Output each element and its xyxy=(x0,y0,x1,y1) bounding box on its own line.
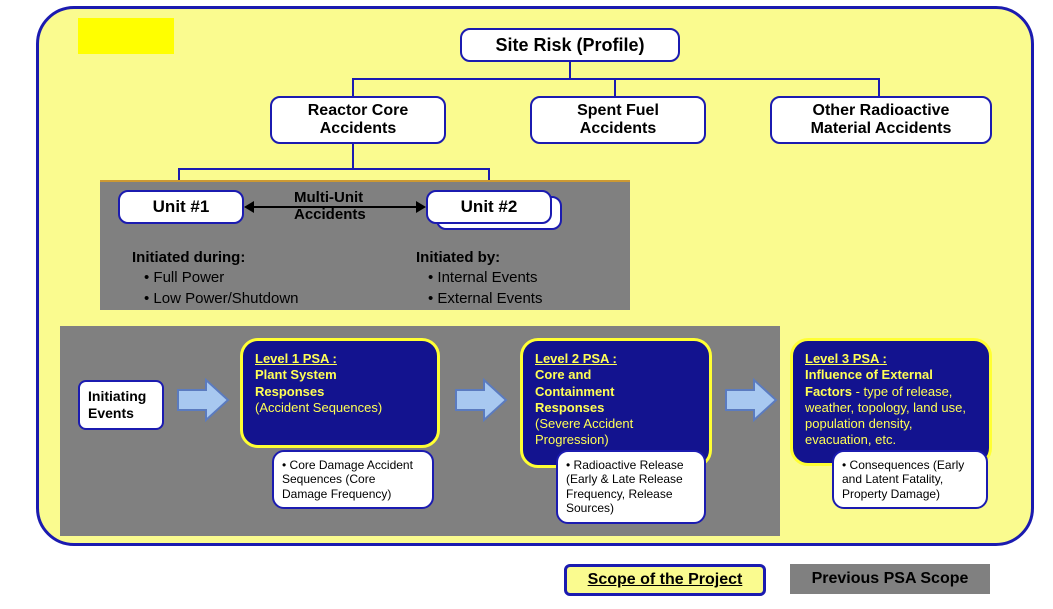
initiating-events-box: Initiating Events xyxy=(78,380,164,430)
psa1-sub: Plant System Responses xyxy=(255,367,425,400)
psa2-title: Level 2 PSA : xyxy=(535,351,697,367)
connector xyxy=(352,78,354,96)
connector xyxy=(352,144,354,168)
flow-arrow-icon xyxy=(454,378,508,422)
initiated-by-b1: • Internal Events xyxy=(416,269,537,286)
psa-level-3-card: Level 3 PSA : Influence of External Fact… xyxy=(790,338,992,466)
node-reactor-core: Reactor Core Accidents xyxy=(270,96,446,144)
node-unit-1: Unit #1 xyxy=(118,190,244,224)
psa3-title: Level 3 PSA : xyxy=(805,351,977,367)
psa2-output: • Radioactive Release (Early & Late Rele… xyxy=(556,450,706,524)
connector xyxy=(178,168,490,170)
connector xyxy=(878,78,880,96)
psa1-title: Level 1 PSA : xyxy=(255,351,425,367)
legend-previous: Previous PSA Scope xyxy=(790,564,990,594)
psa3-output: • Consequences (Early and Latent Fatalit… xyxy=(832,450,988,509)
initiated-during-b1: • Full Power xyxy=(132,269,224,286)
multi-unit-label: Multi-Unit Accidents xyxy=(294,190,366,223)
initiated-by-hdr: Initiated by: xyxy=(416,249,500,266)
initiated-during-hdr: Initiated during: xyxy=(132,249,245,266)
psa2-par: (Severe Accident Progression) xyxy=(535,416,697,449)
connector xyxy=(614,78,616,96)
node-site-risk: Site Risk (Profile) xyxy=(460,28,680,62)
connector xyxy=(352,78,880,80)
legend-scope: Scope of the Project xyxy=(564,564,766,596)
flow-arrow-icon xyxy=(176,378,230,422)
initiated-during: Initiated during: • Full Power • Low Pow… xyxy=(132,248,299,309)
psa2-sub: Core and Containment Responses xyxy=(535,367,697,416)
node-unit-2: Unit #2 xyxy=(426,190,552,224)
node-spent-fuel: Spent Fuel Accidents xyxy=(530,96,706,144)
psa-level-2-card: Level 2 PSA : Core and Containment Respo… xyxy=(520,338,712,468)
psa1-output: • Core Damage Accident Sequences (Core D… xyxy=(272,450,434,509)
initiated-by-b2: • External Events xyxy=(416,290,542,307)
connector xyxy=(569,62,571,78)
initiated-by: Initiated by: • Internal Events • Extern… xyxy=(416,248,542,309)
psa1-par: (Accident Sequences) xyxy=(255,400,425,416)
yellow-tag xyxy=(78,18,174,54)
initiated-during-b2: • Low Power/Shutdown xyxy=(132,290,299,307)
psa-level-1-card: Level 1 PSA : Plant System Responses (Ac… xyxy=(240,338,440,448)
flow-arrow-icon xyxy=(724,378,778,422)
arrow-head-left xyxy=(244,201,254,213)
node-other-radioactive: Other Radioactive Material Accidents xyxy=(770,96,992,144)
arrow-head-right xyxy=(416,201,426,213)
